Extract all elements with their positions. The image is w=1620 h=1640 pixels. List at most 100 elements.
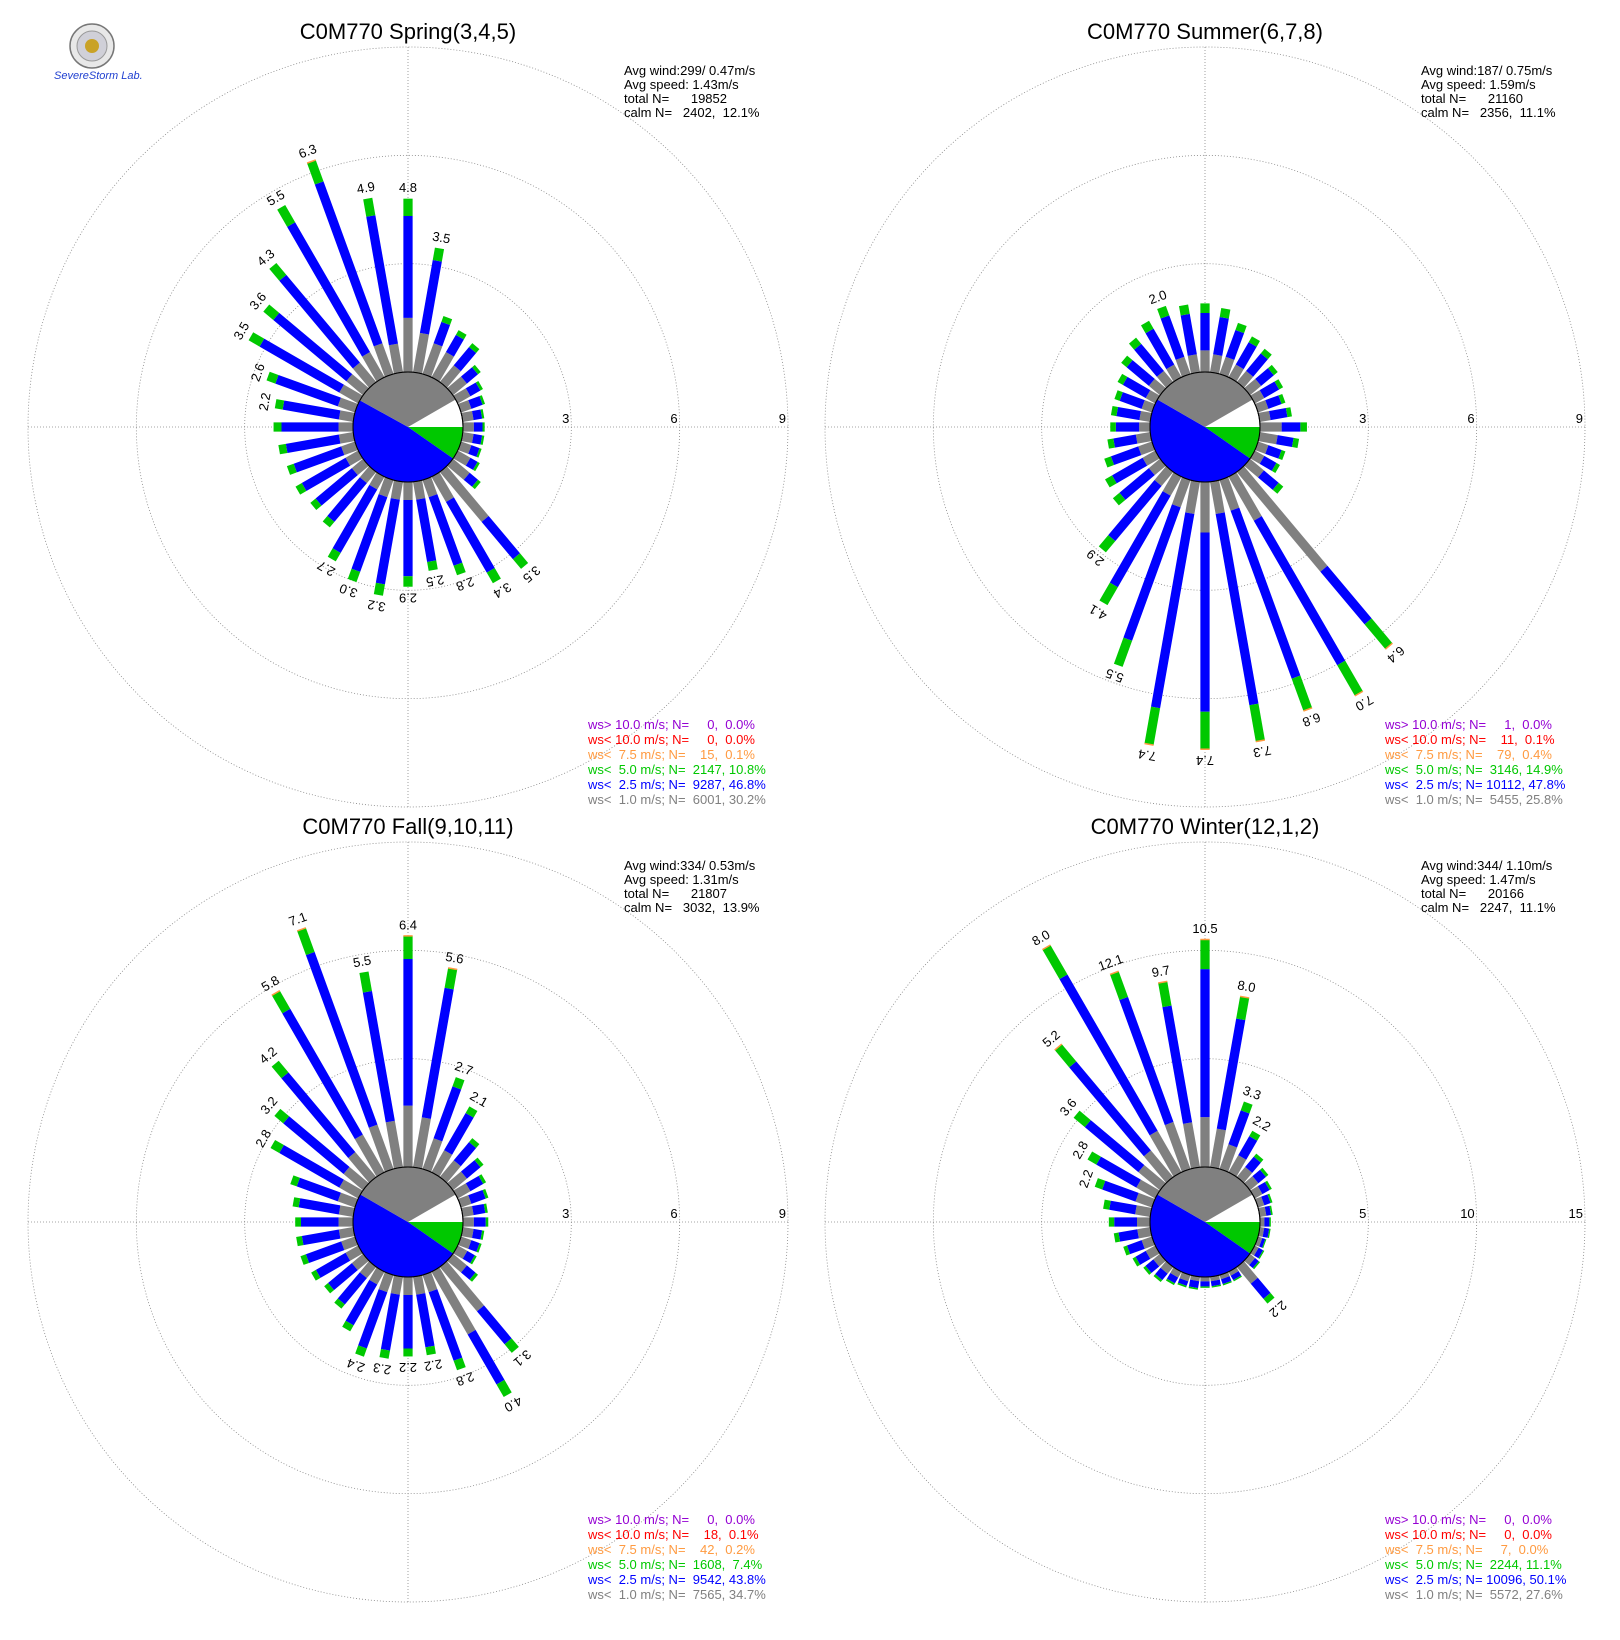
bar-segment-lt1 bbox=[1228, 1267, 1239, 1276]
bar-segment-lt25 bbox=[305, 951, 378, 1128]
bar-value-label: 4.0 bbox=[502, 1393, 525, 1415]
bar-segment-lt1 bbox=[1258, 411, 1271, 423]
bar-segment-lt5 bbox=[1094, 1178, 1106, 1190]
bar-segment-lt5 bbox=[311, 1269, 321, 1281]
bar-segment-lt5 bbox=[266, 371, 279, 384]
bar-segment-lt1 bbox=[346, 374, 369, 396]
calm-pie-lt25 bbox=[353, 400, 408, 482]
bar-segment-lt5 bbox=[1236, 996, 1250, 1021]
bar-segment-lt25 bbox=[337, 1272, 367, 1305]
bar-segment-lt1 bbox=[458, 1195, 472, 1208]
bar-segment-lt75 bbox=[306, 159, 316, 164]
bar-segment-lt1 bbox=[1228, 364, 1244, 382]
bar-segment-lt25 bbox=[453, 1142, 477, 1167]
bar-segment-lt5 bbox=[342, 1320, 354, 1332]
bar-segment-lt1 bbox=[447, 376, 467, 396]
bar-segment-lt1 bbox=[1228, 472, 1262, 521]
bar-segment-lt5 bbox=[277, 205, 296, 227]
bar-segment-lt5 bbox=[1105, 475, 1117, 488]
bar-segment-lt1 bbox=[1200, 350, 1210, 372]
bar-segment-lt1 bbox=[1260, 1217, 1265, 1227]
stat-avg-speed: Avg speed: 1.59m/s bbox=[1421, 77, 1536, 92]
bar-segment-lt25 bbox=[1102, 1180, 1139, 1202]
bar-segment-lt25 bbox=[1281, 422, 1301, 432]
bar-segment-lt5 bbox=[403, 935, 413, 959]
bar-segment-lt75 bbox=[1303, 707, 1313, 712]
bar-value-label: 3.5 bbox=[431, 229, 451, 247]
bar-value-label: 7.1 bbox=[287, 909, 309, 929]
bar-segment-lt1 bbox=[1145, 1245, 1160, 1259]
bar-value-label: 12.1 bbox=[1096, 951, 1125, 974]
bar-segment-lt5 bbox=[432, 247, 445, 262]
bar-segment-lt1 bbox=[1244, 458, 1264, 478]
bar-segment-lt1 bbox=[1142, 450, 1160, 466]
bar-segment-lt1 bbox=[1137, 1226, 1152, 1239]
bar-segment-lt5 bbox=[359, 971, 372, 993]
bar-value-label: 2.1 bbox=[467, 1088, 490, 1110]
bar-segment-lt5 bbox=[1267, 1228, 1271, 1238]
ring-label: 6 bbox=[670, 411, 677, 426]
bar-segment-lt5 bbox=[479, 395, 486, 405]
bar-segment-lt75 bbox=[1109, 970, 1119, 976]
bar-segment-lt5 bbox=[1240, 1101, 1253, 1114]
bar-segment-lt25 bbox=[1320, 565, 1372, 625]
bar-segment-lt1 bbox=[1255, 1236, 1263, 1247]
bar-segment-lt25 bbox=[476, 1305, 512, 1345]
bar-segment-lt1 bbox=[1135, 1205, 1152, 1218]
stat-total: total N= 19852 bbox=[624, 91, 727, 106]
bar-segment-lt5 bbox=[496, 1379, 512, 1398]
bar-segment-lt1 bbox=[431, 1267, 476, 1335]
bar-value-label: 2.2 bbox=[423, 1356, 443, 1374]
bar-segment-lt25 bbox=[1162, 1005, 1193, 1124]
bar-segment-lt25 bbox=[1253, 516, 1346, 666]
legend-entry: ws< 7.5 m/s; N= 42, 0.2% bbox=[587, 1542, 755, 1557]
bar-segment-lt5 bbox=[1158, 981, 1172, 1008]
bar-segment-lt5 bbox=[1260, 348, 1272, 360]
bar-value-label: 2.2 bbox=[1250, 1112, 1273, 1134]
bar-segment-lt25 bbox=[403, 500, 413, 577]
bar-segment-lt1 bbox=[369, 1267, 385, 1285]
bar-segment-lt25 bbox=[1262, 1227, 1270, 1238]
logo-text-main: SevereStorm Lab. bbox=[54, 70, 143, 82]
bar-segment-lt25 bbox=[1210, 1279, 1221, 1287]
bar-segment-lt25 bbox=[1220, 1276, 1232, 1285]
bar-segment-lt5 bbox=[1054, 1044, 1077, 1068]
bar-segment-lt1 bbox=[1153, 1253, 1166, 1267]
calm-pie-lt25 bbox=[1150, 1194, 1205, 1277]
bar-value-label: 7.4 bbox=[1196, 753, 1214, 768]
calm-pie-lt25 bbox=[1150, 399, 1205, 482]
bar-segment-lt1 bbox=[453, 1183, 471, 1199]
bar-segment-lt5 bbox=[263, 304, 280, 320]
bar-segment-lt5 bbox=[1121, 355, 1133, 368]
bar-segment-lt5 bbox=[1112, 492, 1126, 506]
bar-segment-lt75 bbox=[1054, 1043, 1063, 1051]
bar-segment-lt5 bbox=[248, 332, 265, 347]
bar-segment-lt5 bbox=[472, 479, 481, 490]
bar-segment-lt1 bbox=[461, 431, 474, 443]
bar-segment-lt1 bbox=[337, 1192, 358, 1208]
bar-segment-lt5 bbox=[1140, 320, 1154, 334]
bar-segment-lt5 bbox=[1274, 379, 1284, 390]
bar-segment-lt5 bbox=[504, 1338, 519, 1353]
bar-segment-lt25 bbox=[1059, 974, 1158, 1136]
calm-pie-lt1 bbox=[1157, 372, 1253, 427]
bar-segment-lt25 bbox=[463, 472, 479, 487]
bar-segment-lt25 bbox=[465, 457, 478, 470]
bar-segment-lt1 bbox=[439, 1261, 485, 1312]
bar-segment-lt1 bbox=[351, 1253, 369, 1271]
bar-segment-lt25 bbox=[305, 1241, 345, 1263]
bar-segment-lt1 bbox=[1236, 466, 1328, 572]
chart-title: C0M770 Winter(12,1,2) bbox=[1091, 814, 1320, 839]
chart-title: C0M770 Spring(3,4,5) bbox=[300, 19, 516, 44]
bar-segment-lt5 bbox=[427, 560, 438, 571]
bar-segment-lt25 bbox=[328, 1263, 358, 1291]
legend-entry: ws> 10.0 m/s; N= 0, 0.0% bbox=[587, 717, 755, 732]
bar-segment-lt5 bbox=[1109, 971, 1128, 1001]
stat-avg-speed: Avg speed: 1.47m/s bbox=[1421, 872, 1536, 887]
calm-pie-lt1 bbox=[360, 1167, 456, 1222]
legend-entry: ws> 10.0 m/s; N= 1, 0.0% bbox=[1384, 717, 1552, 732]
bar-segment-lt5 bbox=[1265, 1180, 1272, 1191]
bar-value-label: 5.6 bbox=[444, 949, 464, 967]
bar-segment-lt25 bbox=[1134, 343, 1164, 377]
